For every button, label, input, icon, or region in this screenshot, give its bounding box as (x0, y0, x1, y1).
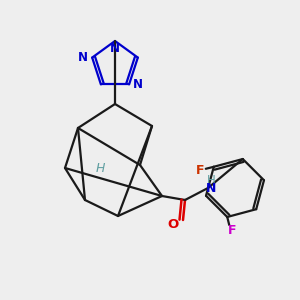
Text: N: N (206, 182, 216, 196)
Text: N: N (133, 78, 143, 91)
Text: N: N (78, 51, 88, 64)
Text: F: F (196, 164, 204, 177)
Text: N: N (110, 42, 120, 55)
Text: O: O (167, 218, 178, 230)
Text: H: H (207, 173, 215, 187)
Text: H: H (95, 161, 105, 175)
Text: F: F (228, 224, 236, 238)
